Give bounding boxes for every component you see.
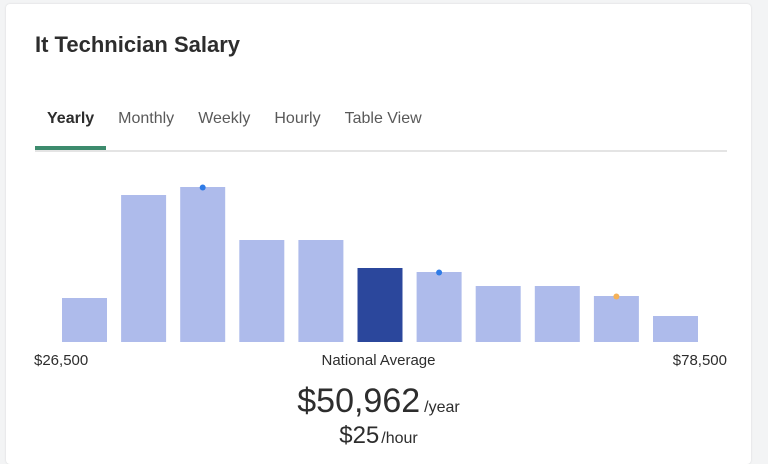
average-hourly-amount: $25 — [339, 422, 380, 449]
average-hourly-unit: /hour — [381, 430, 418, 447]
histogram-bar — [593, 296, 639, 342]
histogram-bar — [298, 240, 344, 342]
histogram-bar — [534, 286, 580, 342]
salary-card: It Technician Salary Yearly Monthly Week… — [6, 4, 751, 464]
tab-weekly[interactable]: Weekly — [198, 110, 251, 127]
histogram-bar — [357, 268, 403, 342]
histogram-marker — [436, 269, 443, 276]
histogram-marker — [613, 293, 620, 300]
histogram-bar — [475, 286, 521, 342]
histogram-bar — [239, 240, 285, 342]
national-average-label: National Average — [321, 352, 436, 369]
tab-yearly[interactable]: Yearly — [35, 104, 107, 150]
max-salary-label: $78,500 — [672, 352, 727, 369]
histogram-bar — [653, 316, 698, 342]
average-yearly-amount: $50,962 — [297, 382, 421, 420]
tab-monthly[interactable]: Monthly — [118, 110, 175, 127]
average-hourly: $25/hour — [6, 422, 751, 450]
average-yearly-unit: /year — [424, 399, 460, 416]
page-title: It Technician Salary — [35, 32, 241, 57]
histogram-bar — [180, 187, 226, 342]
min-salary-label: $26,500 — [34, 352, 89, 369]
histogram-bar — [62, 298, 107, 342]
histogram-bar — [121, 195, 167, 342]
period-tabs: Yearly Monthly Weekly Hourly Table View — [35, 104, 727, 152]
average-yearly: $50,962/year — [6, 382, 751, 421]
histogram-marker — [199, 184, 206, 191]
histogram-bar — [416, 272, 462, 342]
tab-hourly[interactable]: Hourly — [274, 110, 321, 127]
tab-table-view[interactable]: Table View — [344, 110, 422, 127]
